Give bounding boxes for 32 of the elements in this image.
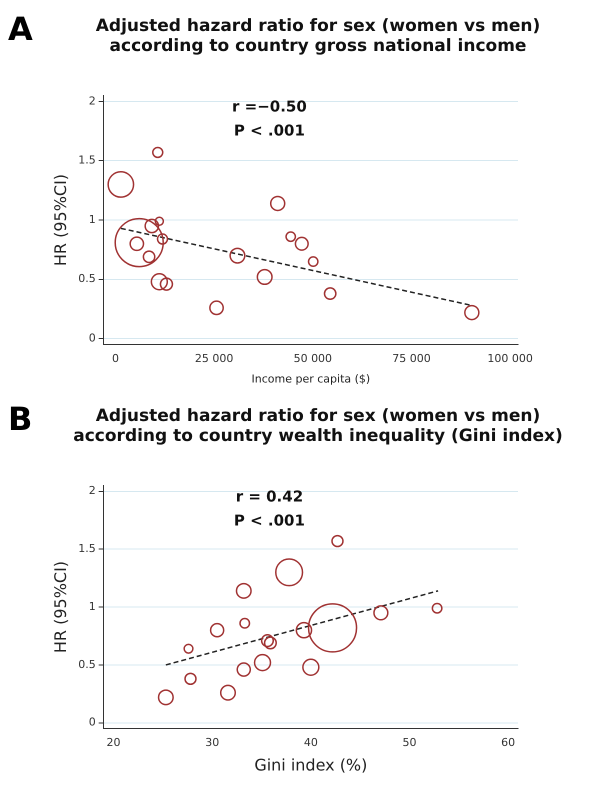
y-tick-label: 1.5	[78, 542, 96, 556]
y-tick-label: 1.5	[78, 154, 96, 167]
annotation: P < .001	[234, 121, 305, 140]
x-tick-label: 75 000	[392, 352, 431, 366]
y-axis-title: HR (95%CI)	[50, 560, 70, 654]
y-tick-label: 0.5	[78, 658, 96, 671]
x-tick-label: 40	[304, 736, 318, 750]
y-tick-label: 1	[88, 600, 96, 613]
x-tick-label: 30	[205, 736, 220, 750]
chart-title: Adjusted hazard ratio for sex (women vs men) according to country wealth inequality (Gini index)	[72, 406, 564, 446]
x-tick-label: 0	[112, 352, 120, 366]
x-axis-title: Income per capita ($)	[251, 372, 370, 386]
annotation: r =−0.50	[232, 97, 307, 116]
x-tick-label: 20	[106, 736, 121, 750]
annotation: r = 0.42	[236, 487, 304, 506]
text: A	[8, 10, 33, 48]
y-tick-label: 2	[88, 94, 96, 108]
x-tick-label: 25 000	[194, 352, 234, 366]
x-tick-label: 100 000	[487, 352, 533, 366]
x-tick-label: 50 000	[294, 352, 332, 366]
y-tick-label: 0	[88, 332, 96, 345]
annotation: P < .001	[234, 511, 305, 530]
y-axis-title: HR (95%CI)	[50, 174, 70, 266]
x-tick-label: 60	[501, 736, 516, 750]
text: B	[8, 400, 32, 438]
y-tick-label: 0.5	[78, 272, 96, 286]
x-axis-title: Gini index (%)	[254, 756, 368, 775]
chart-title: Adjusted hazard ratio for sex (women vs men) according to country gross national income	[94, 16, 542, 56]
y-tick-label: 1	[88, 212, 96, 226]
x-tick-label: 50	[402, 736, 416, 750]
y-tick-label: 0	[88, 716, 96, 729]
y-tick-label: 2	[88, 484, 96, 498]
